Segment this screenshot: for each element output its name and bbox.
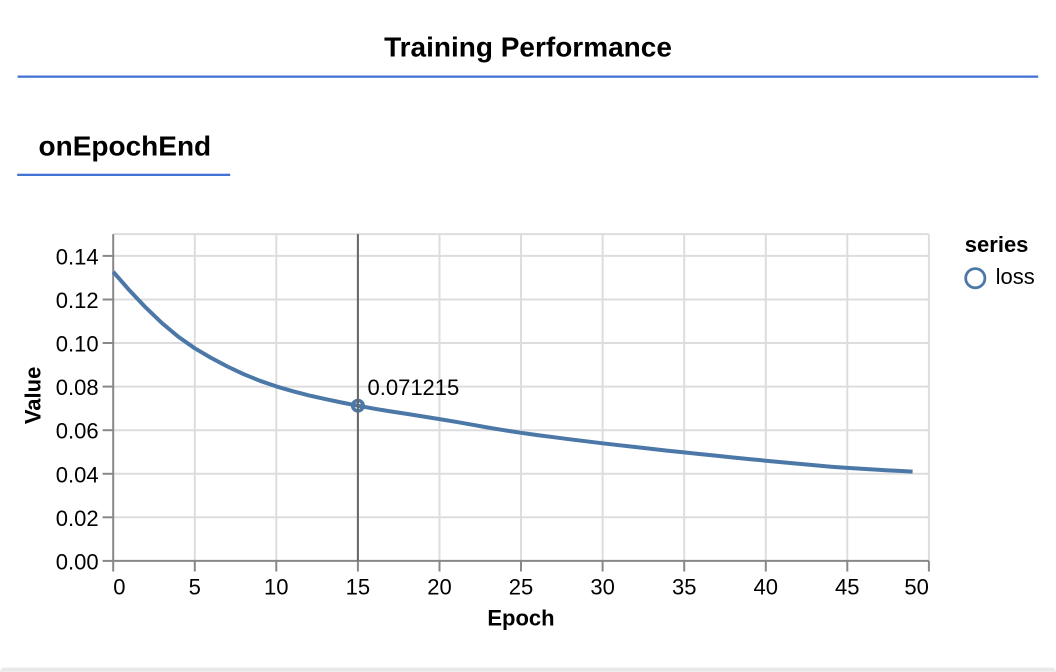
svg-text:0.00: 0.00 [56,549,99,574]
svg-text:0: 0 [113,574,125,599]
svg-text:0.02: 0.02 [56,506,99,531]
svg-text:0.071215: 0.071215 [368,375,460,400]
svg-text:0.08: 0.08 [56,375,99,400]
svg-text:10: 10 [264,574,288,599]
svg-text:5: 5 [189,574,201,599]
svg-text:Training Performance: Training Performance [384,32,672,63]
svg-text:35: 35 [672,574,696,599]
svg-text:30: 30 [590,574,614,599]
svg-text:15: 15 [346,574,370,599]
svg-text:40: 40 [754,574,778,599]
svg-text:45: 45 [835,574,859,599]
svg-text:0.12: 0.12 [56,288,99,313]
svg-text:0.04: 0.04 [56,462,99,487]
svg-text:20: 20 [427,574,451,599]
svg-text:series: series [965,232,1029,257]
svg-text:onEpochEnd: onEpochEnd [39,131,212,162]
svg-text:25: 25 [509,574,533,599]
svg-text:0.10: 0.10 [56,332,99,357]
svg-text:50: 50 [904,574,928,599]
svg-text:Value: Value [21,367,46,424]
svg-text:0.14: 0.14 [56,244,99,269]
svg-text:0.06: 0.06 [56,419,99,444]
svg-text:loss: loss [996,264,1035,289]
svg-text:Epoch: Epoch [487,605,554,630]
